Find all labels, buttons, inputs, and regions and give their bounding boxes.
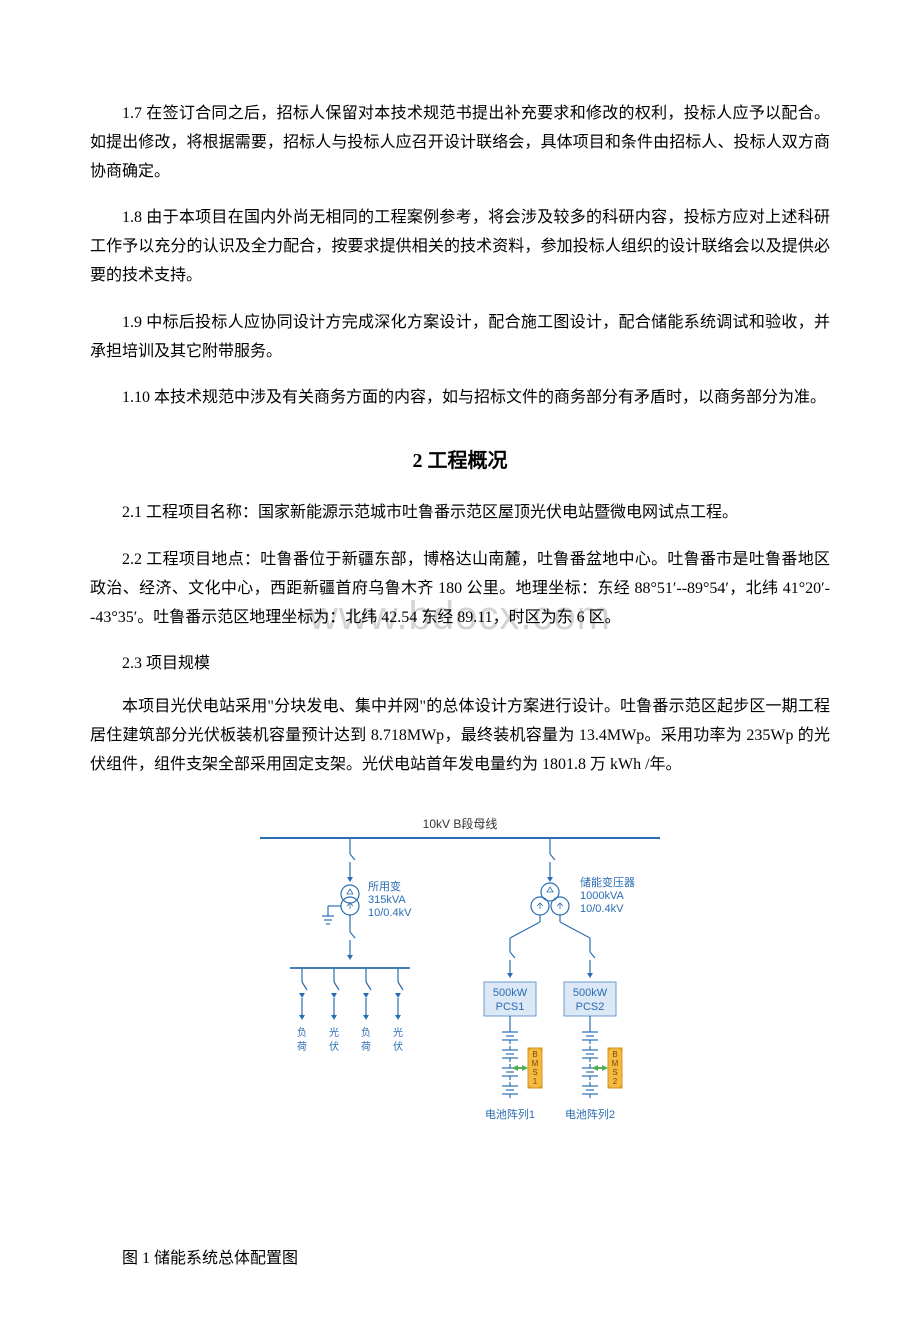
svg-text:电池阵列2: 电池阵列2 [565,1107,615,1121]
paragraph-1-10: 1.10 本技术规范中涉及有关商务方面的内容，如与招标文件的商务部分有矛盾时，以… [90,384,830,413]
storage-system-diagram: 10kV B段母线所用变315kVA10/0.4kV负荷光伏负荷光伏储能变压器1… [230,810,690,1230]
svg-text:M: M [532,1059,539,1068]
paragraph-1-7: 1.7 在签订合同之后，招标人保留对本技术规范书提出补充要求和修改的权利，投标人… [90,100,830,186]
paragraph-2-2: 2.2 工程项目地点：吐鲁番位于新疆东部，博格达山南麓，吐鲁番盆地中心。吐鲁番市… [90,546,830,632]
paragraph-2-3-label: 2.3 项目规模 [90,650,830,679]
section-2-heading: 2 工程概况 [90,443,830,479]
svg-text:荷: 荷 [361,1041,371,1053]
svg-text:1: 1 [533,1077,538,1086]
svg-text:所用变: 所用变 [368,879,401,893]
svg-text:S: S [612,1068,617,1077]
svg-text:10/0.4kV: 10/0.4kV [368,907,412,919]
paragraph-2-1: 2.1 工程项目名称：国家新能源示范城市吐鲁番示范区屋顶光伏电站暨微电网试点工程… [90,499,830,528]
svg-text:PCS1: PCS1 [496,1001,525,1013]
svg-text:伏: 伏 [393,1040,403,1053]
svg-text:荷: 荷 [297,1041,307,1053]
paragraph-1-9: 1.9 中标后投标人应协同设计方完成深化方案设计，配合施工图设计，配合储能系统调… [90,309,830,367]
svg-text:电池阵列1: 电池阵列1 [485,1107,535,1121]
svg-text:500kW: 500kW [573,987,608,999]
svg-text:500kW: 500kW [493,987,528,999]
figure-1-caption: 图 1 储能系统总体配置图 [90,1245,830,1274]
svg-text:S: S [532,1068,537,1077]
svg-text:储能变压器: 储能变压器 [580,875,635,889]
svg-text:10kV B段母线: 10kV B段母线 [423,816,498,831]
svg-text:负: 负 [361,1026,371,1039]
svg-text:315kVA: 315kVA [368,894,406,906]
document-content: 1.7 在签订合同之后，招标人保留对本技术规范书提出补充要求和修改的权利，投标人… [90,100,830,1273]
svg-text:10/0.4kV: 10/0.4kV [580,903,624,915]
svg-text:M: M [612,1059,619,1068]
svg-text:光: 光 [393,1026,403,1039]
svg-text:2: 2 [613,1077,618,1086]
svg-text:负: 负 [297,1026,307,1039]
svg-text:1000kVA: 1000kVA [580,890,624,902]
svg-text:B: B [532,1050,537,1059]
svg-text:光: 光 [329,1026,339,1039]
paragraph-2-3-body: 本项目光伏电站采用"分块发电、集中并网"的总体设计方案进行设计。吐鲁番示范区起步… [90,693,830,779]
diagram-container: 10kV B段母线所用变315kVA10/0.4kV负荷光伏负荷光伏储能变压器1… [90,810,830,1230]
paragraph-1-8: 1.8 由于本项目在国内外尚无相同的工程案例参考，将会涉及较多的科研内容，投标方… [90,204,830,290]
svg-text:伏: 伏 [329,1040,339,1053]
svg-text:PCS2: PCS2 [576,1001,605,1013]
svg-text:B: B [612,1050,617,1059]
